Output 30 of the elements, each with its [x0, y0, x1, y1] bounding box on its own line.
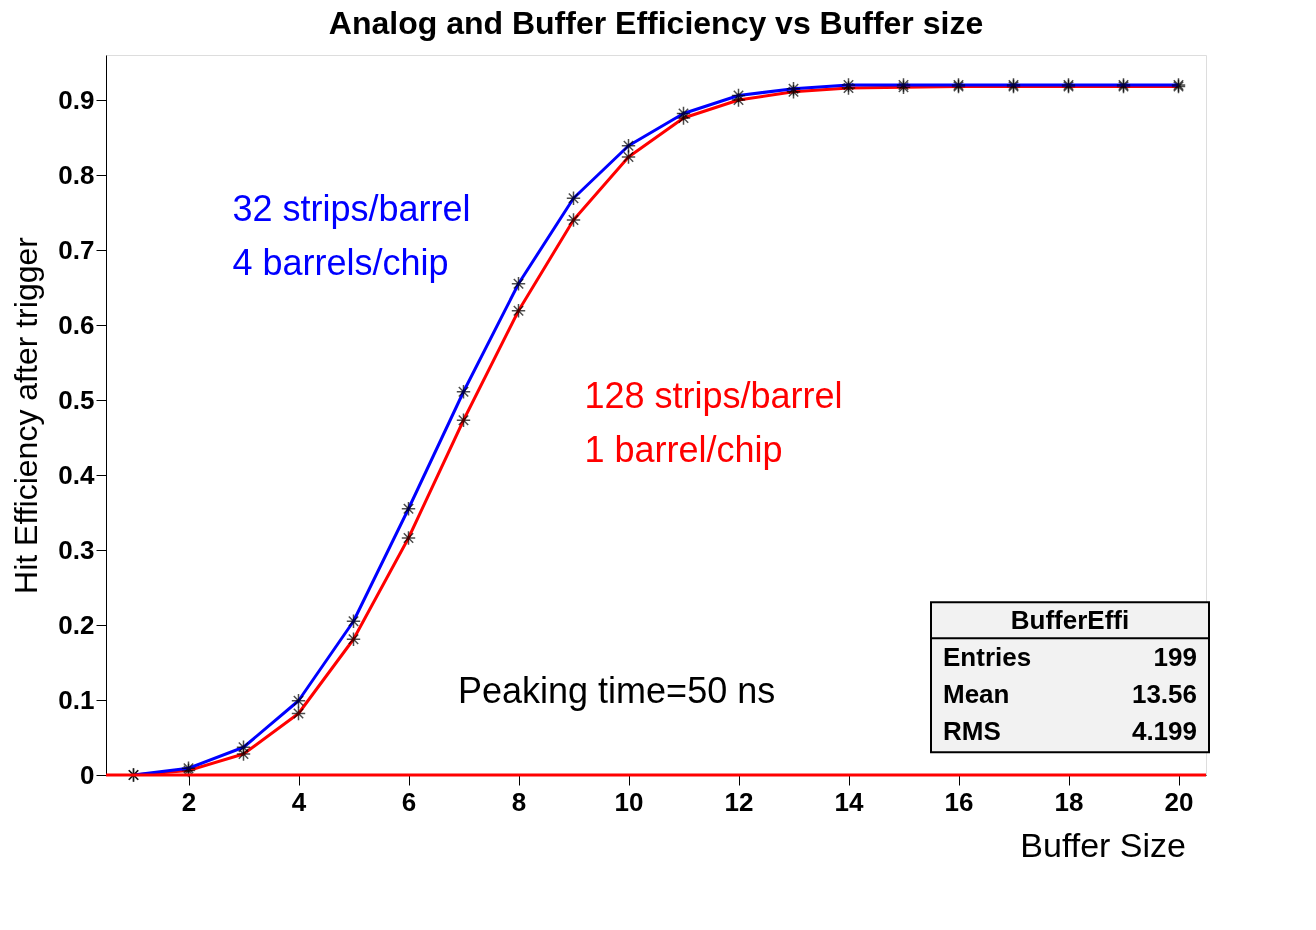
annotation: BufferEffi	[1010, 605, 1130, 636]
x-tick-label: 4	[291, 786, 307, 817]
text: Entries 199	[943, 642, 1197, 673]
text: Mean 13.56	[943, 679, 1197, 710]
y-tick-label: 0.9	[58, 84, 95, 115]
text: RMS 4.199	[943, 716, 1197, 747]
x-tick-label: 10	[614, 786, 644, 817]
x-axis-title: Buffer Size	[1020, 826, 1186, 864]
y-tick-label: 0.5	[58, 384, 95, 415]
y-tick-label: 0	[80, 759, 95, 790]
x-tick-label: 12	[724, 786, 754, 817]
x-tick-label: 14	[834, 786, 864, 817]
x-tick-label: 20	[1164, 786, 1194, 817]
y-axis-title: Hit Efficiency after trigger	[8, 236, 45, 594]
x-tick-label: 16	[944, 786, 974, 817]
series-label: 32 strips/barrel 4 barrels/chip	[232, 187, 471, 283]
y-tick-label: 0.7	[58, 234, 95, 265]
y-tick-label: 0.3	[58, 534, 95, 565]
y-tick-label: 0.6	[58, 309, 95, 340]
y-tick-label: 0.1	[58, 684, 95, 715]
x-tick-label: 18	[1054, 786, 1084, 817]
text: 128 strips/barrel 1 barrel/chip	[584, 375, 843, 470]
y-tick-label: 0.8	[58, 159, 95, 190]
annotation: Peaking time=50 ns	[458, 670, 776, 712]
x-tick-label: 8	[511, 786, 527, 817]
x-tick-label: 6	[401, 786, 417, 817]
y-tick-label: 0.2	[58, 609, 95, 640]
y-tick-label: 0.4	[58, 459, 96, 490]
x-tick-label: 2	[181, 786, 197, 817]
chart-title: Analog and Buffer Efficiency vs Buffer size	[328, 5, 984, 41]
